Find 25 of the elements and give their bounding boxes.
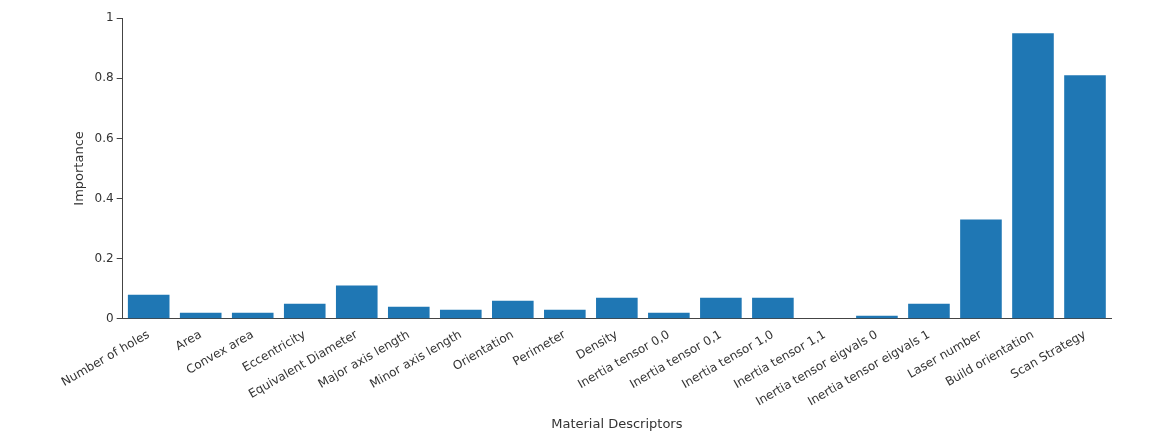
bar xyxy=(544,309,586,319)
bar xyxy=(231,312,274,319)
y-tick-label: 0.2 xyxy=(94,250,114,265)
bar xyxy=(752,297,794,319)
y-tick-label: 0.6 xyxy=(94,130,114,145)
y-tick-label: 1 xyxy=(106,10,114,25)
y-tick-label: 0.8 xyxy=(94,70,114,85)
bar xyxy=(127,294,170,319)
bar xyxy=(492,300,534,319)
x-axis-title: Material Descriptors xyxy=(551,415,683,431)
y-axis-title: Importance xyxy=(71,131,87,206)
bar xyxy=(439,309,482,319)
bar xyxy=(283,303,326,319)
bar xyxy=(960,219,1002,319)
bar xyxy=(1064,75,1106,319)
bar xyxy=(648,312,690,319)
bar xyxy=(700,297,742,319)
bar xyxy=(335,285,378,319)
bar xyxy=(179,312,222,319)
bar xyxy=(387,306,430,319)
bar xyxy=(596,297,638,319)
bar xyxy=(1012,33,1054,319)
bar xyxy=(908,303,950,319)
y-tick-label: 0.4 xyxy=(94,190,114,205)
y-tick-label: 0 xyxy=(106,310,114,325)
